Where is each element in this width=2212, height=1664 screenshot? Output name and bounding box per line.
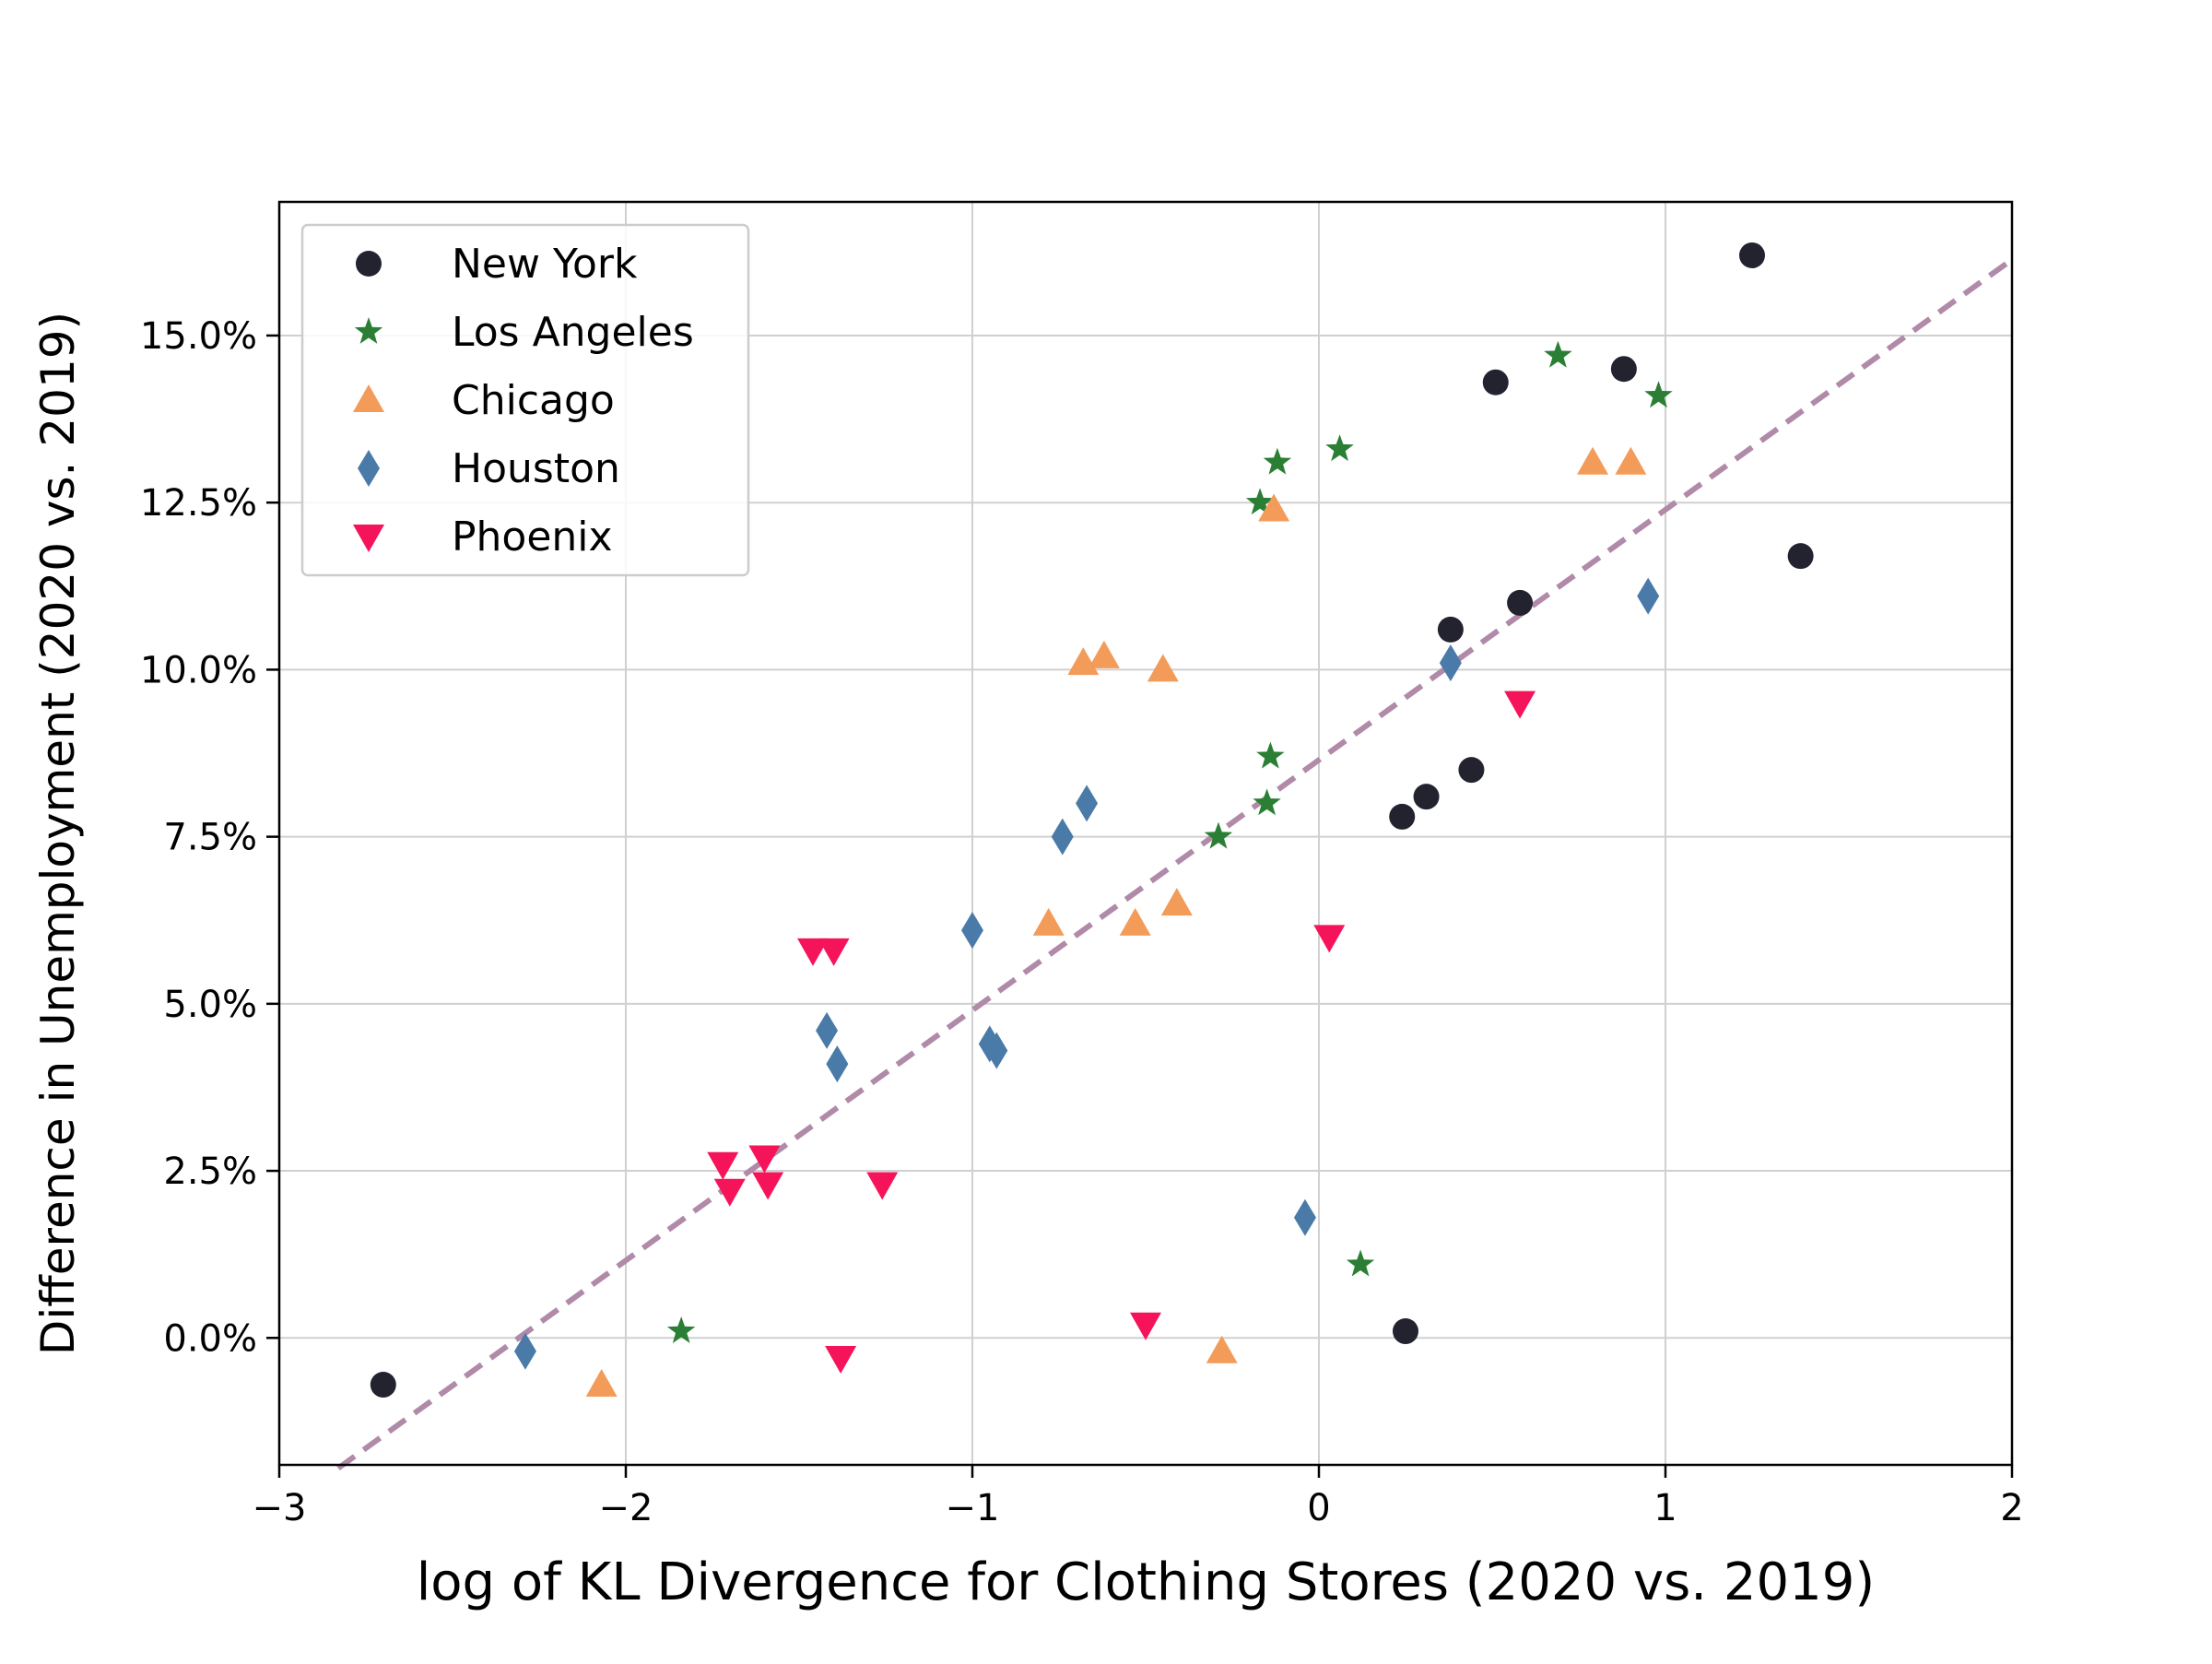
point-los-angeles (1245, 488, 1275, 515)
point-chicago (1032, 907, 1065, 936)
point-new-york (1437, 616, 1464, 643)
point-houston (1293, 1198, 1316, 1236)
x-tick-label: 0 (1307, 1487, 1330, 1529)
point-phoenix (797, 938, 830, 966)
point-houston (513, 1332, 536, 1370)
y-tick-label: 10.0% (140, 649, 257, 691)
legend-box (300, 223, 750, 577)
point-phoenix (713, 1178, 746, 1207)
point-los-angeles (1263, 447, 1292, 475)
y-axis-label: Difference in Unemployment (2020 vs. 201… (31, 312, 85, 1355)
axis-ticks: −3 −2 −1 0 1 2 0.0% 2.5% 5.0% 7.5% 10.0% 12.5% 15.0% (140, 315, 2024, 1529)
y-tick-label: 0.0% (163, 1317, 257, 1360)
point-los-angeles (1544, 340, 1572, 368)
point-chicago (1577, 446, 1609, 475)
point-phoenix (1130, 1312, 1161, 1340)
point-phoenix (1504, 690, 1536, 719)
point-chicago (585, 1369, 618, 1398)
point-los-angeles (1204, 821, 1233, 849)
point-phoenix (818, 938, 850, 966)
point-chicago (1206, 1335, 1238, 1363)
point-new-york (1610, 356, 1637, 383)
point-los-angeles (1346, 1249, 1375, 1277)
point-los-angeles (1256, 741, 1285, 769)
point-phoenix (748, 1145, 781, 1174)
point-new-york (370, 1372, 396, 1398)
point-chicago (1258, 493, 1290, 522)
x-tick-label: 2 (2000, 1487, 2023, 1529)
legend-marker-los-angeles (354, 317, 383, 344)
point-phoenix (1313, 925, 1346, 953)
point-houston (1637, 577, 1660, 615)
point-houston (961, 912, 983, 950)
point-los-angeles (666, 1316, 696, 1343)
legend-marker-chicago (353, 384, 384, 412)
point-phoenix (866, 1172, 899, 1200)
y-tick-label: 7.5% (163, 817, 257, 859)
point-los-angeles (1644, 381, 1673, 408)
legend-label-new-york: New York (452, 241, 638, 288)
point-phoenix (752, 1172, 784, 1200)
legend-marker-new-york (356, 251, 382, 277)
legend-label-chicago: Chicago (452, 377, 615, 424)
point-phoenix (707, 1151, 739, 1180)
point-chicago (1160, 888, 1193, 916)
point-houston (1439, 644, 1462, 682)
point-chicago (1147, 654, 1179, 682)
legend-marker-phoenix (353, 525, 384, 552)
point-new-york (1787, 543, 1814, 570)
point-chicago (1119, 907, 1151, 936)
point-new-york (1482, 369, 1509, 395)
y-tick-label: 12.5% (140, 482, 257, 525)
point-houston (816, 1011, 839, 1049)
x-tick-label: −3 (253, 1487, 307, 1529)
point-new-york (1458, 757, 1485, 784)
point-chicago (1615, 446, 1647, 475)
point-houston (1051, 818, 1074, 856)
x-tick-label: −1 (946, 1487, 1000, 1529)
y-tick-label: 15.0% (140, 315, 257, 358)
point-new-york (1507, 589, 1534, 616)
point-houston (826, 1045, 849, 1083)
legend-label-houston: Houston (452, 445, 620, 492)
point-los-angeles (1253, 788, 1281, 816)
x-axis-label: log of KL Divergence for Clothing Stores… (417, 1552, 1876, 1612)
data-points (370, 242, 1814, 1398)
x-tick-label: −2 (599, 1487, 653, 1529)
legend-label-phoenix: Phoenix (452, 513, 613, 561)
point-los-angeles (1325, 434, 1354, 462)
point-new-york (1739, 242, 1765, 268)
legend-marker-houston (358, 450, 380, 487)
y-tick-label: 2.5% (163, 1151, 257, 1193)
point-chicago (1088, 640, 1120, 668)
legend-label-los-angeles: Los Angeles (452, 309, 694, 356)
y-tick-label: 5.0% (163, 984, 257, 1026)
point-new-york (1393, 1318, 1418, 1345)
x-tick-label: 1 (1653, 1487, 1677, 1529)
plot-frame (277, 200, 2014, 1467)
point-houston (985, 1032, 1008, 1069)
point-houston (1076, 785, 1099, 822)
legend: New York Los Angeles Chicago Houston Phoenix (300, 223, 750, 577)
point-phoenix (825, 1346, 857, 1375)
point-new-york (1389, 803, 1416, 830)
point-new-york (1413, 784, 1440, 810)
